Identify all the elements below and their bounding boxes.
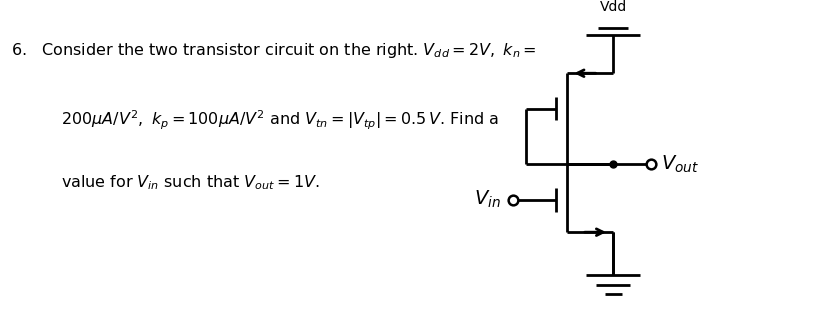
- Text: $V_{in}$: $V_{in}$: [474, 189, 501, 210]
- Text: 6.   Consider the two transistor circuit on the right. $V_{dd} = 2V,\ k_n =$: 6. Consider the two transistor circuit o…: [12, 41, 537, 60]
- Text: $V_{out}$: $V_{out}$: [660, 154, 699, 175]
- Text: Vdd: Vdd: [600, 0, 627, 14]
- Text: value for $V_{in}$ such that $V_{out} = 1V$.: value for $V_{in}$ such that $V_{out} = …: [61, 173, 320, 192]
- Text: $200\mu A/V^2,\ k_p = 100\mu A/V^2$ and $V_{tn} = |V_{tp}| = 0.5\,V$. Find a: $200\mu A/V^2,\ k_p = 100\mu A/V^2$ and …: [61, 109, 499, 132]
